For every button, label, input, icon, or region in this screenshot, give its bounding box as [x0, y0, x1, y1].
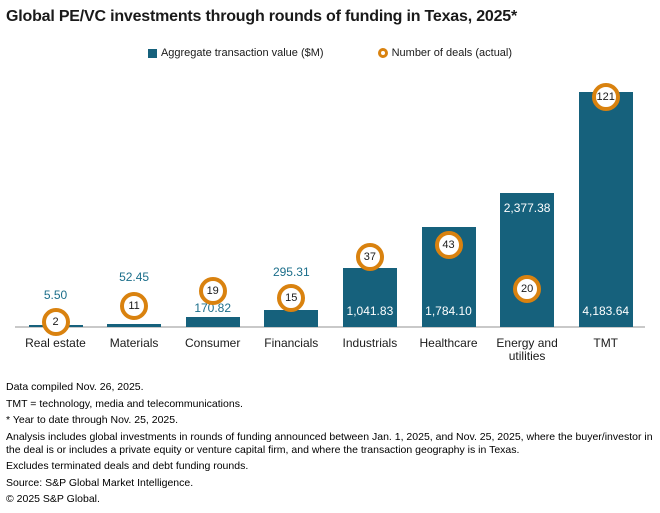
- value-label-industrials: 1,041.83: [346, 304, 394, 318]
- deals-badge-real-estate: 2: [41, 308, 70, 336]
- bar-consumer: [185, 317, 240, 327]
- footnotes: Data compiled Nov. 26, 2025. TMT = techno…: [6, 381, 656, 510]
- deals-badge-consumer: 19: [198, 276, 227, 305]
- chart-legend: Aggregate transaction value ($M) Number …: [0, 47, 660, 59]
- value-label-materials: 52.45: [119, 270, 150, 284]
- deals-badge-energy-and-utilities: 20: [513, 274, 542, 303]
- category-label-financials: Financials: [264, 336, 319, 350]
- category-label-materials: Materials: [109, 336, 159, 350]
- legend-label-number-of-deals: Number of deals (actual): [391, 47, 513, 59]
- deals-badge-healthcare: 43: [434, 231, 463, 260]
- legend-label-transaction-value: Aggregate transaction value ($M): [160, 47, 324, 59]
- footnote-line-5: Excludes terminated deals and debt fundi…: [6, 460, 249, 472]
- legend-item-transaction-value: Aggregate transaction value ($M): [147, 47, 324, 59]
- category-label-consumer: Consumer: [185, 336, 241, 350]
- bar-energy-and-utilities: [500, 193, 555, 327]
- bar-materials: [107, 324, 162, 327]
- category-label-healthcare: Healthcare: [419, 336, 478, 350]
- footnote-line-6: Source: S&P Global Market Intelligence.: [6, 476, 194, 489]
- deals-badge-financials: 15: [277, 284, 306, 313]
- footnote-line-3: * Year to date through Nov. 25, 2025.: [6, 414, 179, 426]
- footnote-line-1: Data compiled Nov. 26, 2025.: [6, 381, 144, 393]
- chart-title: Global PE/VC investments through rounds …: [6, 8, 518, 25]
- deal-ring-swatch-icon: [377, 48, 388, 58]
- bar-industrials: [342, 268, 397, 327]
- bar-swatch-icon: [147, 48, 157, 58]
- value-label-healthcare: 1,784.10: [425, 304, 472, 318]
- footnote-line-7: © 2025 S&P Global.: [6, 493, 100, 505]
- category-label-real-estate: Real estate: [25, 336, 86, 350]
- bar-financials: [264, 310, 319, 327]
- value-label-real-estate: 5.50: [43, 288, 68, 302]
- category-label-energy-and-utilities: Energy and utilities: [496, 336, 558, 363]
- value-label-financials: 295.31: [272, 265, 310, 279]
- deals-badge-materials: 11: [120, 292, 149, 321]
- bar-tmt: [578, 92, 633, 327]
- category-label-industrials: Industrials: [342, 336, 398, 350]
- footnote-line-4: Analysis includes global investments in …: [6, 430, 653, 456]
- deals-badge-industrials: 37: [355, 242, 384, 271]
- value-label-tmt: 4,183.64: [582, 304, 630, 318]
- footnote-line-2: TMT = technology, media and telecommunic…: [6, 397, 243, 410]
- legend-item-number-of-deals: Number of deals (actual): [377, 47, 513, 59]
- x-axis-line: [15, 326, 645, 328]
- deals-badge-tmt: 121: [591, 83, 620, 111]
- value-label-energy-and-utilities: 2,377.38: [503, 201, 551, 215]
- value-label-consumer: 170.82: [194, 301, 232, 315]
- category-label-tmt: TMT: [593, 336, 619, 350]
